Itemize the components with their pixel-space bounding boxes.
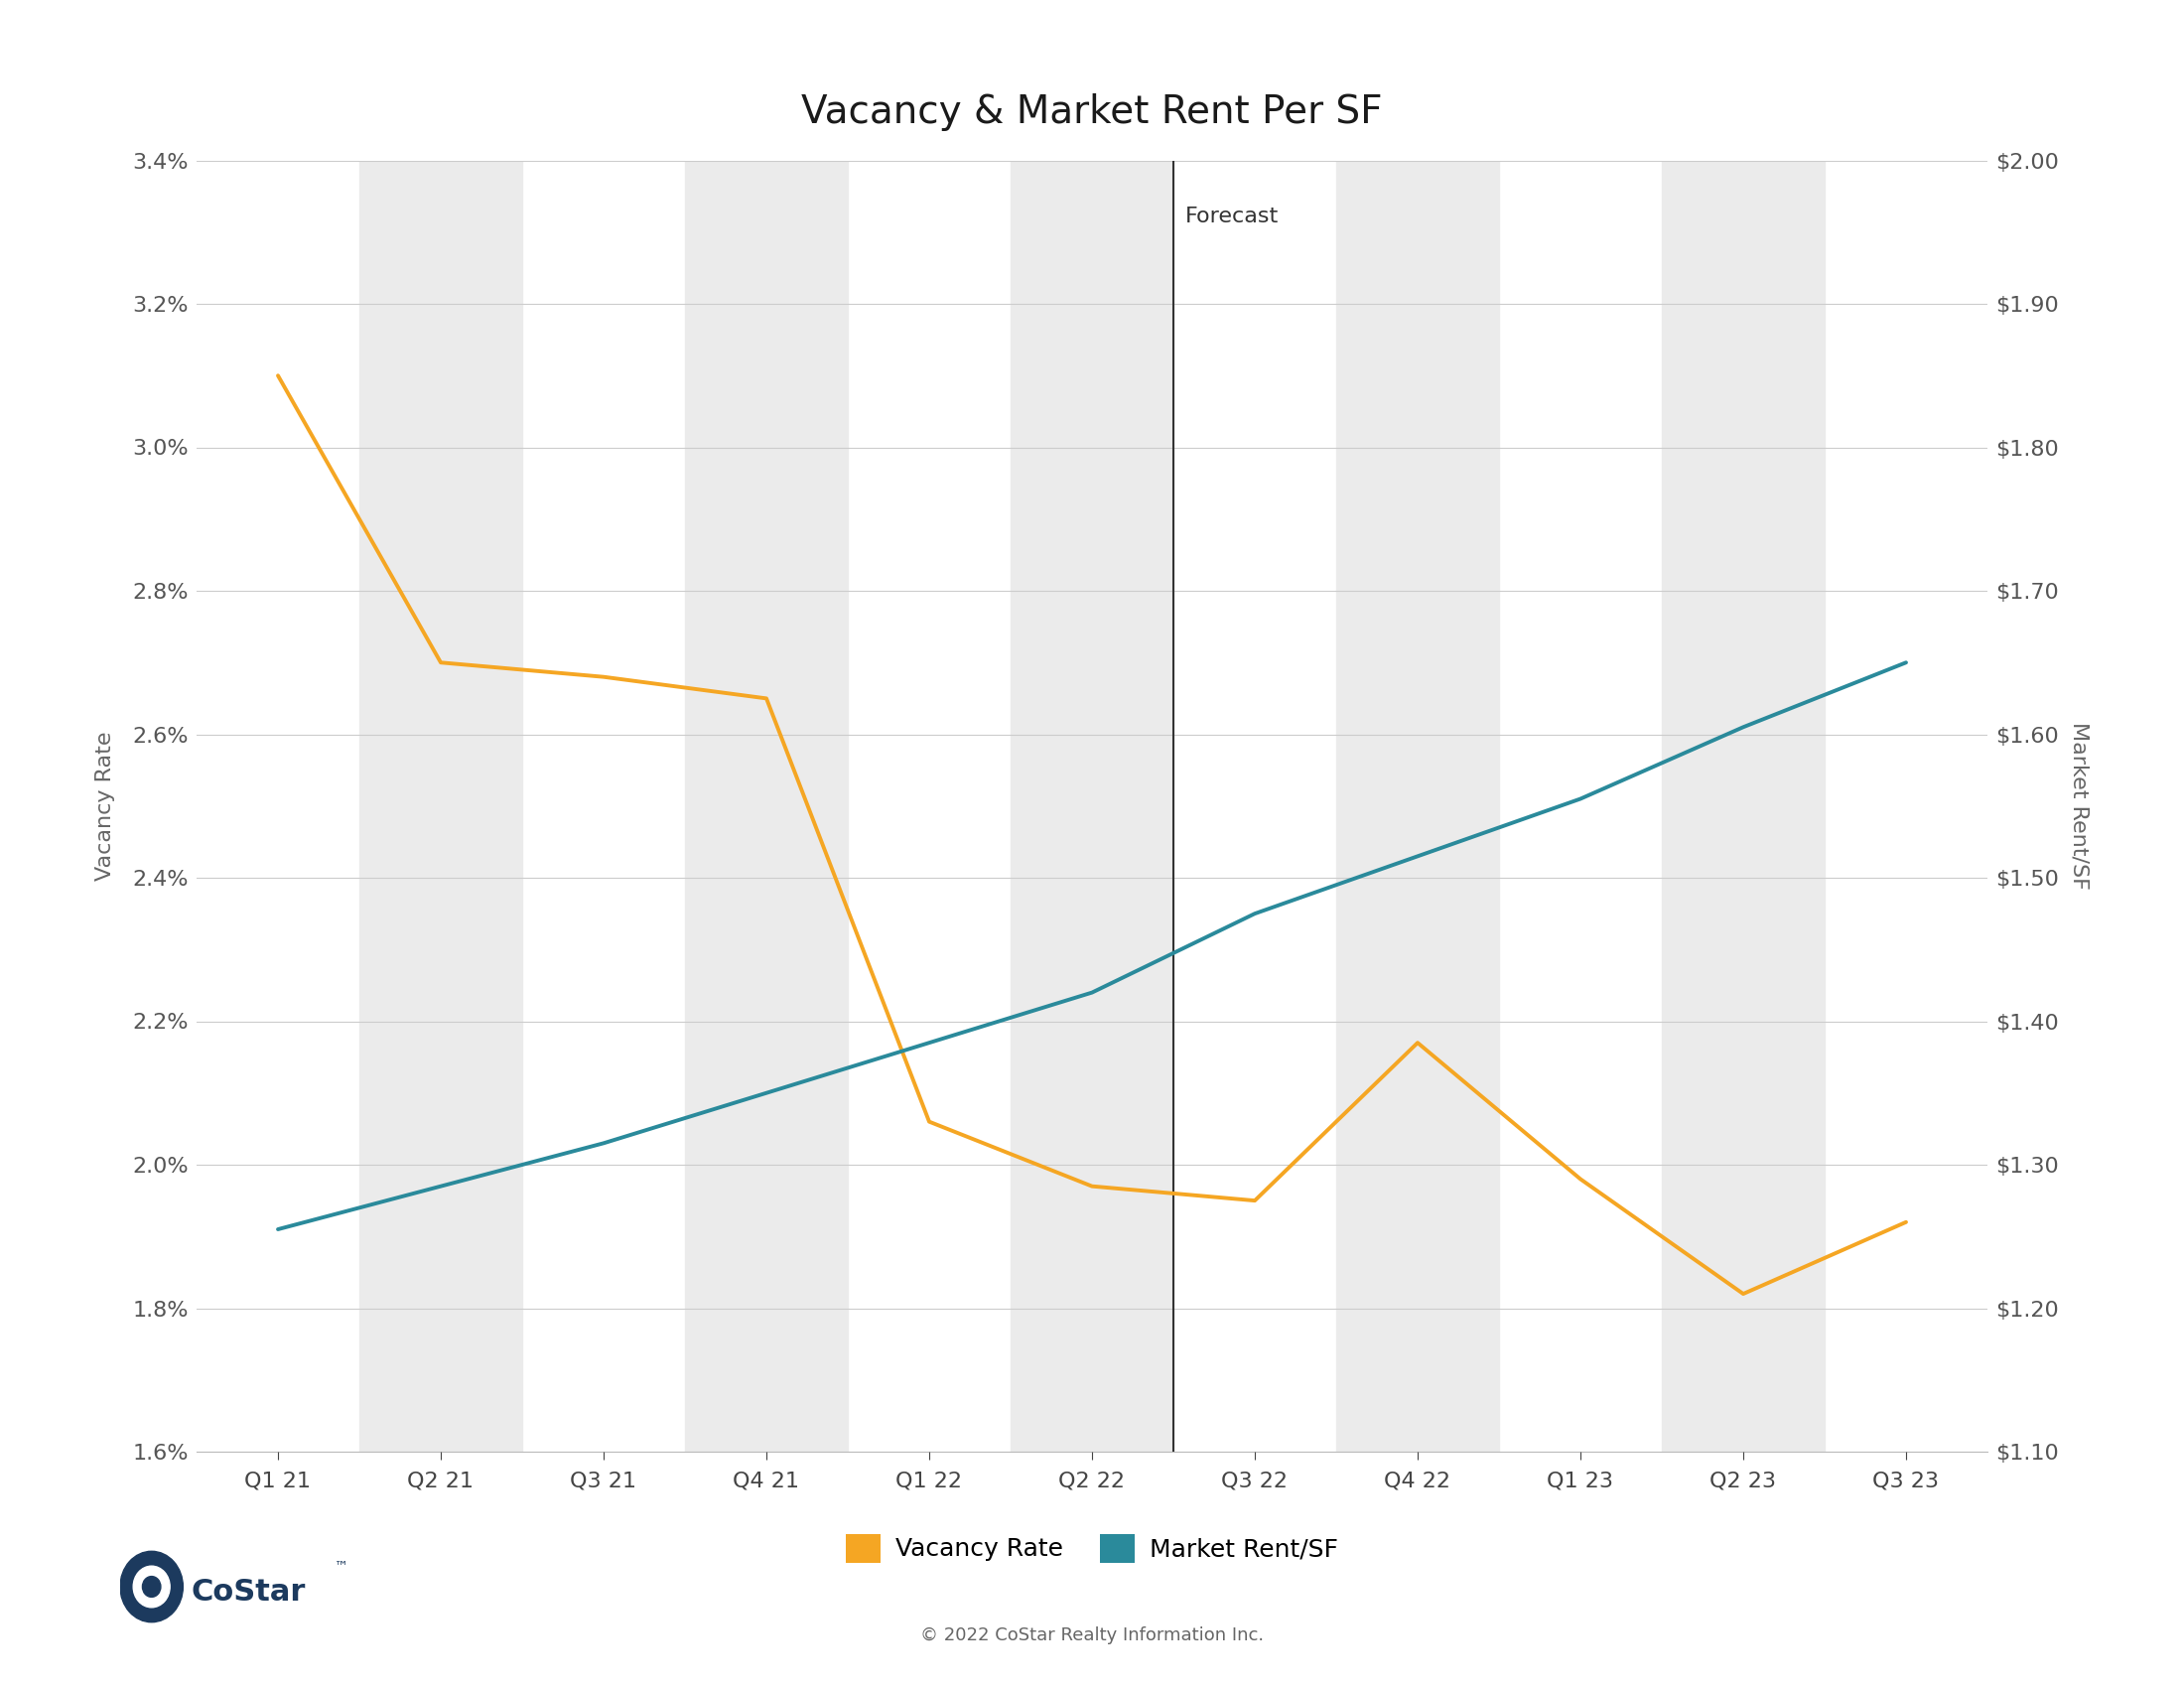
Bar bbox=[360, 160, 522, 1452]
Text: Vacancy & Market Rent Per SF: Vacancy & Market Rent Per SF bbox=[802, 93, 1382, 130]
Text: CoStar: CoStar bbox=[190, 1578, 306, 1607]
Y-axis label: Vacancy Rate: Vacancy Rate bbox=[96, 731, 116, 881]
Text: Forecast: Forecast bbox=[1184, 208, 1278, 226]
Legend: Vacancy Rate, Market Rent/SF: Vacancy Rate, Market Rent/SF bbox=[832, 1521, 1352, 1575]
Circle shape bbox=[120, 1551, 183, 1622]
Bar bbox=[686, 160, 847, 1452]
Y-axis label: Market Rent/SF: Market Rent/SF bbox=[2070, 722, 2090, 890]
Text: © 2022 CoStar Realty Information Inc.: © 2022 CoStar Realty Information Inc. bbox=[919, 1626, 1265, 1644]
Bar bbox=[1662, 160, 1824, 1452]
Circle shape bbox=[133, 1566, 170, 1607]
Circle shape bbox=[142, 1577, 162, 1597]
Text: ™: ™ bbox=[334, 1560, 349, 1573]
Bar bbox=[1011, 160, 1173, 1452]
Bar bbox=[1337, 160, 1498, 1452]
